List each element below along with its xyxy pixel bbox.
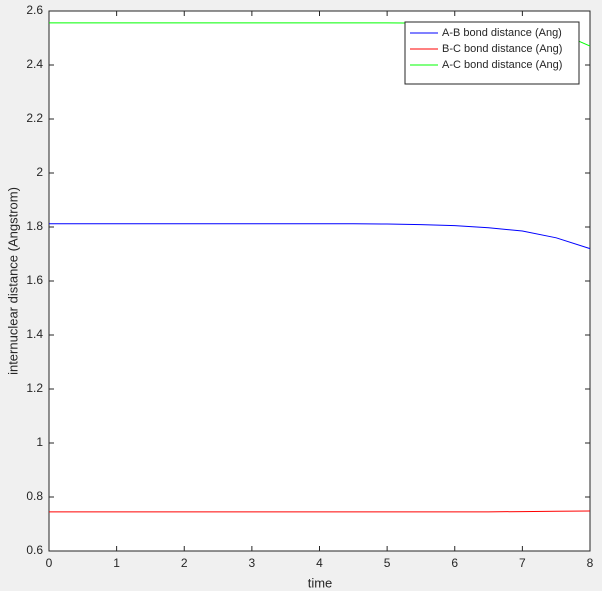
x-tick-label: 1: [113, 556, 120, 570]
legend-box: [404, 21, 580, 85]
legend-label: A-B bond distance (Ang): [442, 27, 562, 39]
y-tick-label: 2.4: [26, 57, 43, 71]
y-tick-label: 2.6: [26, 3, 43, 17]
y-tick-label: 0.8: [26, 489, 43, 503]
y-tick-label: 1.4: [26, 327, 43, 341]
legend-label: A-C bond distance (Ang): [442, 59, 562, 71]
y-tick-label: 1.6: [26, 273, 43, 287]
x-tick-label: 6: [451, 556, 458, 570]
x-tick-label: 3: [249, 556, 256, 570]
x-axis-label: time: [308, 575, 333, 590]
series-line: [49, 223, 591, 250]
y-tick-label: 1.8: [26, 219, 43, 233]
y-tick-label: 2: [36, 165, 43, 179]
x-tick-label: 0: [46, 556, 53, 570]
x-tick-label: 4: [316, 556, 323, 570]
x-tick-label: 5: [384, 556, 391, 570]
legend-label: B-C bond distance (Ang): [442, 43, 562, 55]
y-tick-label: 1.2: [26, 381, 43, 395]
y-tick-label: 0.6: [26, 543, 43, 557]
plot-area: [48, 10, 591, 552]
x-tick-label: 7: [519, 556, 526, 570]
y-tick-label: 2.2: [26, 111, 43, 125]
x-tick-label: 2: [181, 556, 188, 570]
series-line: [49, 510, 591, 513]
x-tick-label: 8: [587, 556, 594, 570]
y-tick-label: 1: [36, 435, 43, 449]
y-axis-label: internuclear distance (Angstrom): [5, 187, 20, 375]
